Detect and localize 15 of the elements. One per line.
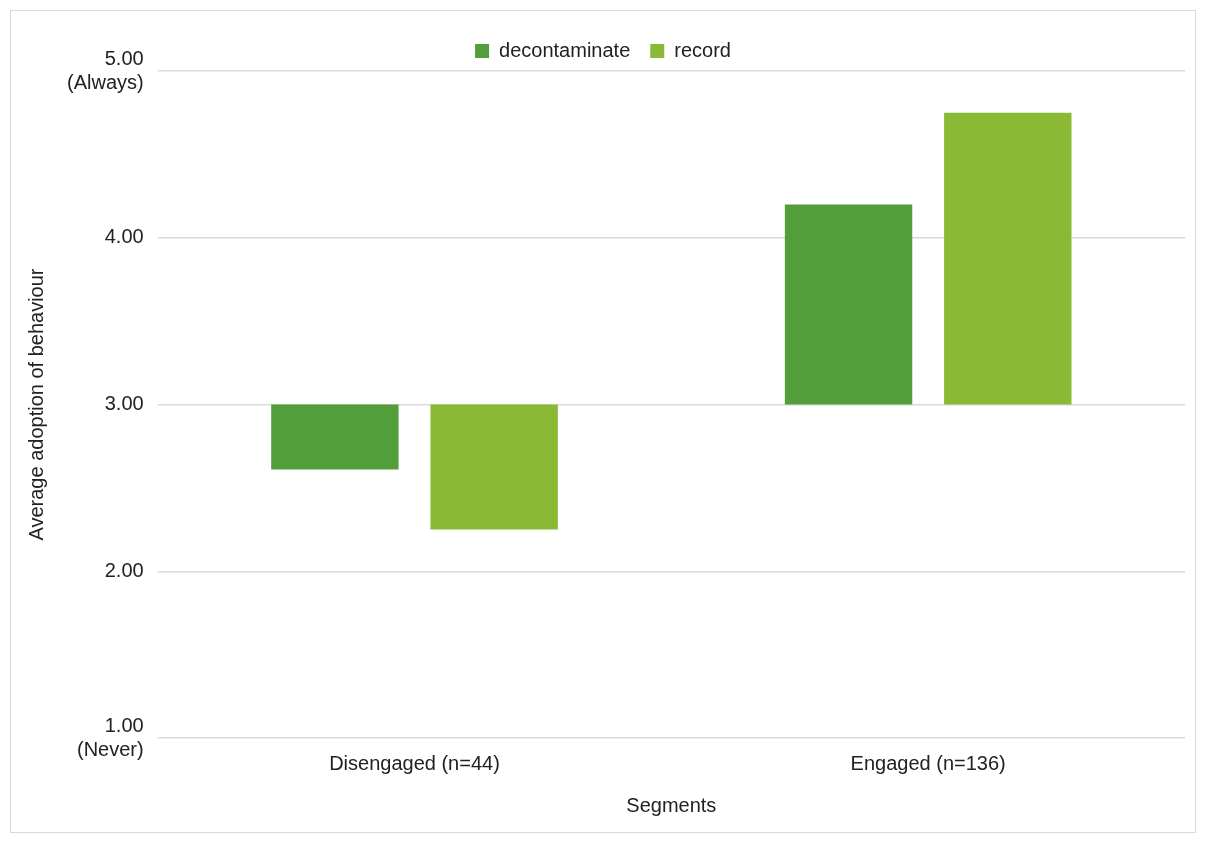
bar — [271, 404, 399, 470]
y-tick-label: 1.00 (Never) — [77, 713, 144, 760]
y-tick-label: 2.00 — [104, 558, 144, 581]
legend-label: decontaminate — [499, 38, 631, 61]
bar — [944, 112, 1072, 405]
x-axis-title: Segments — [626, 793, 717, 816]
y-tick-label: 5.00 (Always) — [67, 46, 144, 93]
bar — [430, 404, 558, 530]
y-tick-label: 4.00 — [104, 225, 144, 248]
bar — [784, 204, 913, 405]
x-tick-label: Disengaged (n=44) — [329, 751, 500, 774]
y-tick-label: 3.00 — [104, 392, 144, 415]
y-axis-title: Average adoption of behaviour — [24, 268, 47, 541]
x-tick-label: Engaged (n=136) — [850, 751, 1006, 774]
legend-label: record — [674, 38, 731, 61]
